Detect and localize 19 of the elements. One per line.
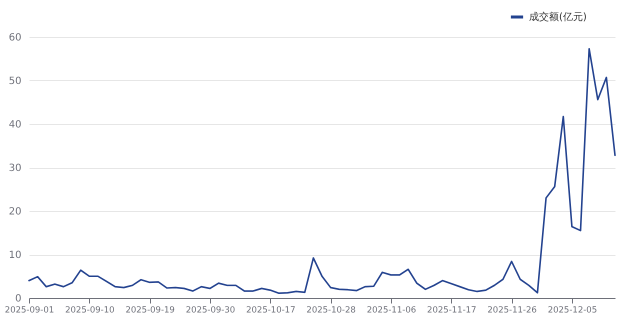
x-tick-label: 2025-10-17	[246, 306, 296, 316]
y-tick-label: 30	[8, 163, 22, 174]
y-tick-label: 40	[8, 120, 22, 130]
x-tick-label: 2025-10-28	[306, 306, 356, 316]
y-tick-label: 20	[8, 206, 22, 218]
x-tick-label: 2025-12-05	[548, 306, 598, 316]
x-tick-label: 2025-11-26	[487, 306, 537, 316]
y-tick-label: 60	[8, 32, 22, 44]
x-tick-label: 2025-09-30	[186, 306, 236, 316]
x-tick-label: 2025-11-17	[427, 306, 476, 316]
y-tick-label: 50	[8, 76, 22, 87]
y-tick-label: 10	[8, 250, 22, 261]
x-tick-label: 2025-09-10	[65, 306, 115, 316]
x-tick-label: 2025-09-01	[4, 306, 54, 316]
y-tick-label: 0	[15, 294, 22, 304]
line-series	[28, 48, 616, 294]
x-tick-label: 2025-09-19	[125, 306, 175, 316]
x-tick-label: 2025-11-06	[366, 306, 416, 316]
legend-label: 成交额(亿元)	[529, 11, 587, 23]
